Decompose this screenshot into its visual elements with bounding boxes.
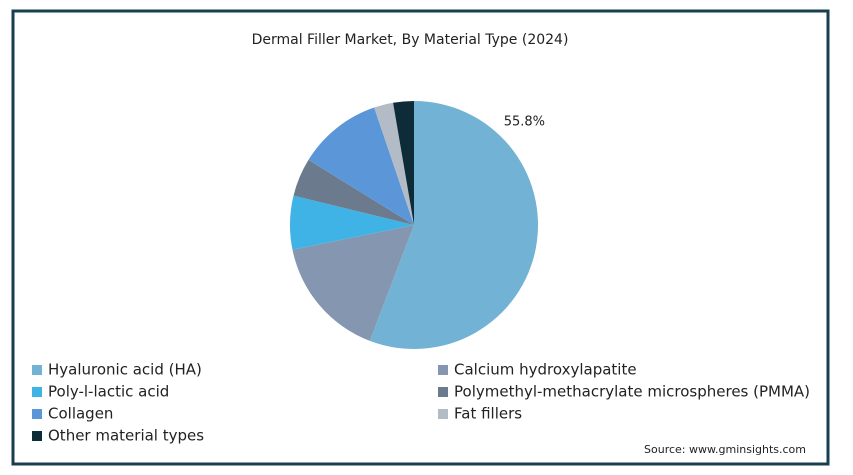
legend-swatch [32, 387, 42, 397]
legend-label: Hyaluronic acid (HA) [48, 361, 202, 379]
legend-label: Poly-l-lactic acid [48, 383, 169, 401]
legend-label: Other material types [48, 427, 204, 445]
pie-slice [369, 101, 538, 349]
legend-swatch [32, 409, 42, 419]
legend-label: Collagen [48, 405, 113, 423]
legend-swatch [438, 409, 448, 419]
pie-slice [292, 225, 414, 341]
legend-label: Calcium hydroxylapatite [454, 361, 637, 379]
legend-label: Polymethyl-methacrylate microspheres (PM… [454, 383, 810, 401]
pie-slice [308, 107, 414, 225]
data-label: 55.8% [504, 114, 545, 129]
pie-slice [393, 101, 414, 225]
pie-slice [290, 195, 414, 250]
legend-swatch [438, 365, 448, 375]
chart-title: Dermal Filler Market, By Material Type (… [252, 32, 569, 48]
legend-label: Fat fillers [454, 405, 522, 423]
legend-swatch [438, 387, 448, 397]
legend-swatch [32, 365, 42, 375]
pie-slice [293, 159, 414, 225]
pie-slice [374, 102, 414, 225]
source-note: Source: www.gminsights.com [644, 443, 806, 456]
legend-swatch [32, 431, 42, 441]
